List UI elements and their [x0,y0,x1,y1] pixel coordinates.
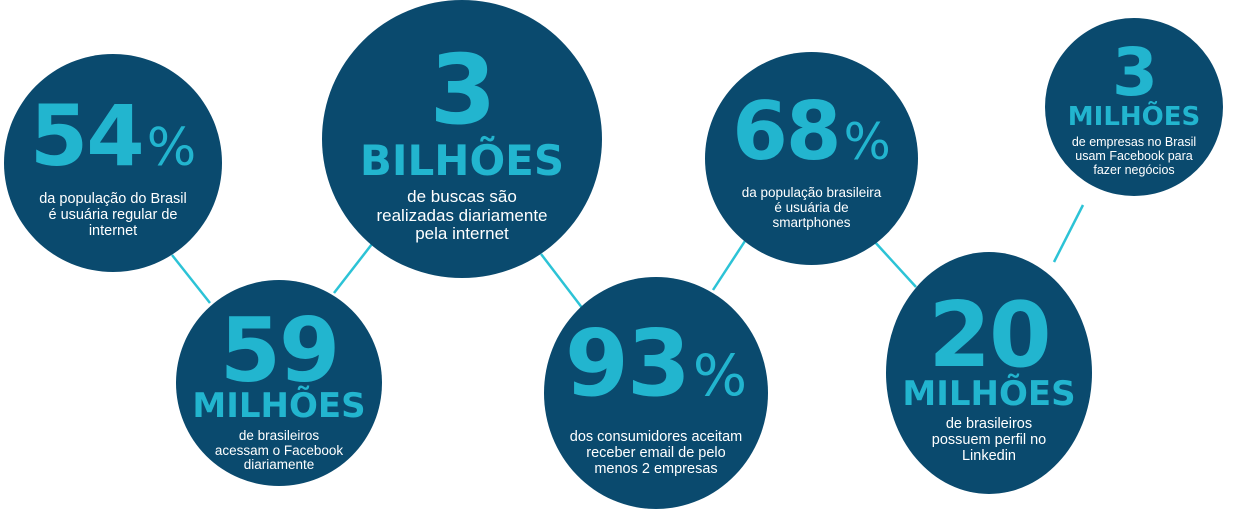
stat-unit: MILHÕES [192,385,366,426]
stat-bubble-linkedin-profiles: 20 MILHÕES de brasileiros possuem perfil… [886,252,1092,494]
percent-sign: % [843,113,891,172]
stat-description: dos consumidores aceitam receber email d… [569,429,743,477]
stat-number: 3 [429,33,497,146]
stat-description: de buscas são realizadas diariamente pel… [376,186,548,244]
stat-number: 54% [29,87,197,186]
stat-bubble-email-consumers: 93% dos consumidores aceitam receber ema… [544,277,768,509]
stat-description: de brasileiros possuem perfil no Linkedi… [931,416,1047,464]
stat-number: 93% [564,310,748,418]
connector-line [711,240,747,291]
stat-number: 3 [1112,34,1158,112]
stat-unit: BILHÕES [359,135,565,185]
stat-bubble-smartphone-users: 68% da população brasileira é usuária de… [705,52,918,265]
stat-description: de brasileiros acessam o Facebook diaria… [214,427,344,473]
connector-line [333,243,373,294]
stat-description: de empresas no Brasil usam Facebook para… [1071,135,1197,177]
connector-line [540,253,584,310]
connector-line [171,254,211,304]
stat-bubble-internet-users: 54% da população do Brasil é usuária reg… [4,54,222,272]
stat-description: da população do Brasil é usuária regular… [39,191,187,239]
stat-bubble-facebook-businesses: 3 MILHÕES de empresas no Brasil usam Fac… [1045,18,1223,196]
stat-bubble-daily-searches: 3 BILHÕES de buscas são realizadas diari… [322,0,602,278]
stat-bubble-facebook-daily: 59 MILHÕES de brasileiros acessam o Face… [176,280,382,486]
stat-number: 68% [732,85,891,179]
connector-line [873,240,917,288]
stat-number: 59 [219,298,340,402]
stat-description: da população brasileira é usuária de sma… [741,185,882,230]
percent-sign: % [692,343,748,410]
stat-unit: MILHÕES [1067,102,1201,133]
stat-number: 20 [928,283,1051,389]
stat-unit: MILHÕES [902,374,1076,415]
percent-sign: % [146,118,197,179]
connector-line [1052,204,1085,263]
